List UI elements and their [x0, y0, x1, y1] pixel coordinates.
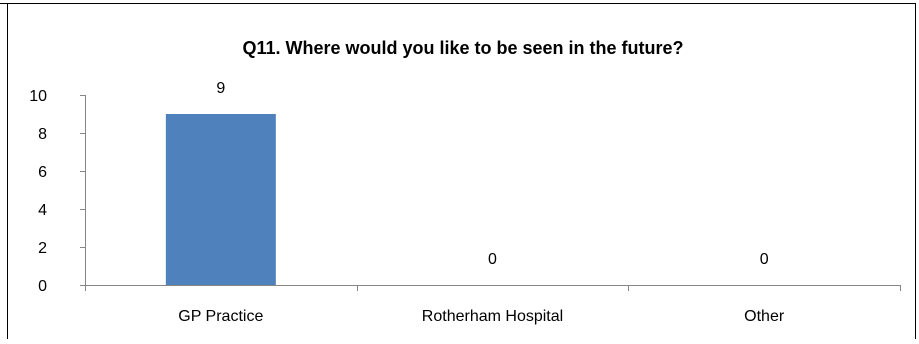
bar-value-label: 9: [216, 80, 225, 97]
y-tick-label: 10: [29, 88, 47, 105]
y-tick-label: 0: [38, 278, 47, 295]
bars: [165, 114, 276, 285]
x-axis: [85, 285, 901, 291]
x-tick-label: Other: [744, 308, 785, 325]
y-tick-label: 6: [38, 164, 47, 181]
chart-title: Q11. Where would you like to be seen in …: [242, 38, 683, 58]
bar-value-label: 0: [488, 251, 497, 268]
y-tick-label: 8: [38, 126, 47, 143]
x-tick-label: GP Practice: [178, 308, 263, 325]
x-tick-label: Rotherham Hospital: [422, 308, 563, 325]
y-tick-label: 2: [38, 240, 47, 257]
y-tick-label: 4: [38, 202, 47, 219]
y-axis: 0 2 4 6 8 10: [29, 88, 86, 295]
data-labels: 9 0 0: [216, 80, 768, 268]
bar: [165, 114, 276, 285]
bar-value-label: 0: [760, 251, 769, 268]
x-tick-labels: GP Practice Rotherham Hospital Other: [178, 308, 785, 325]
